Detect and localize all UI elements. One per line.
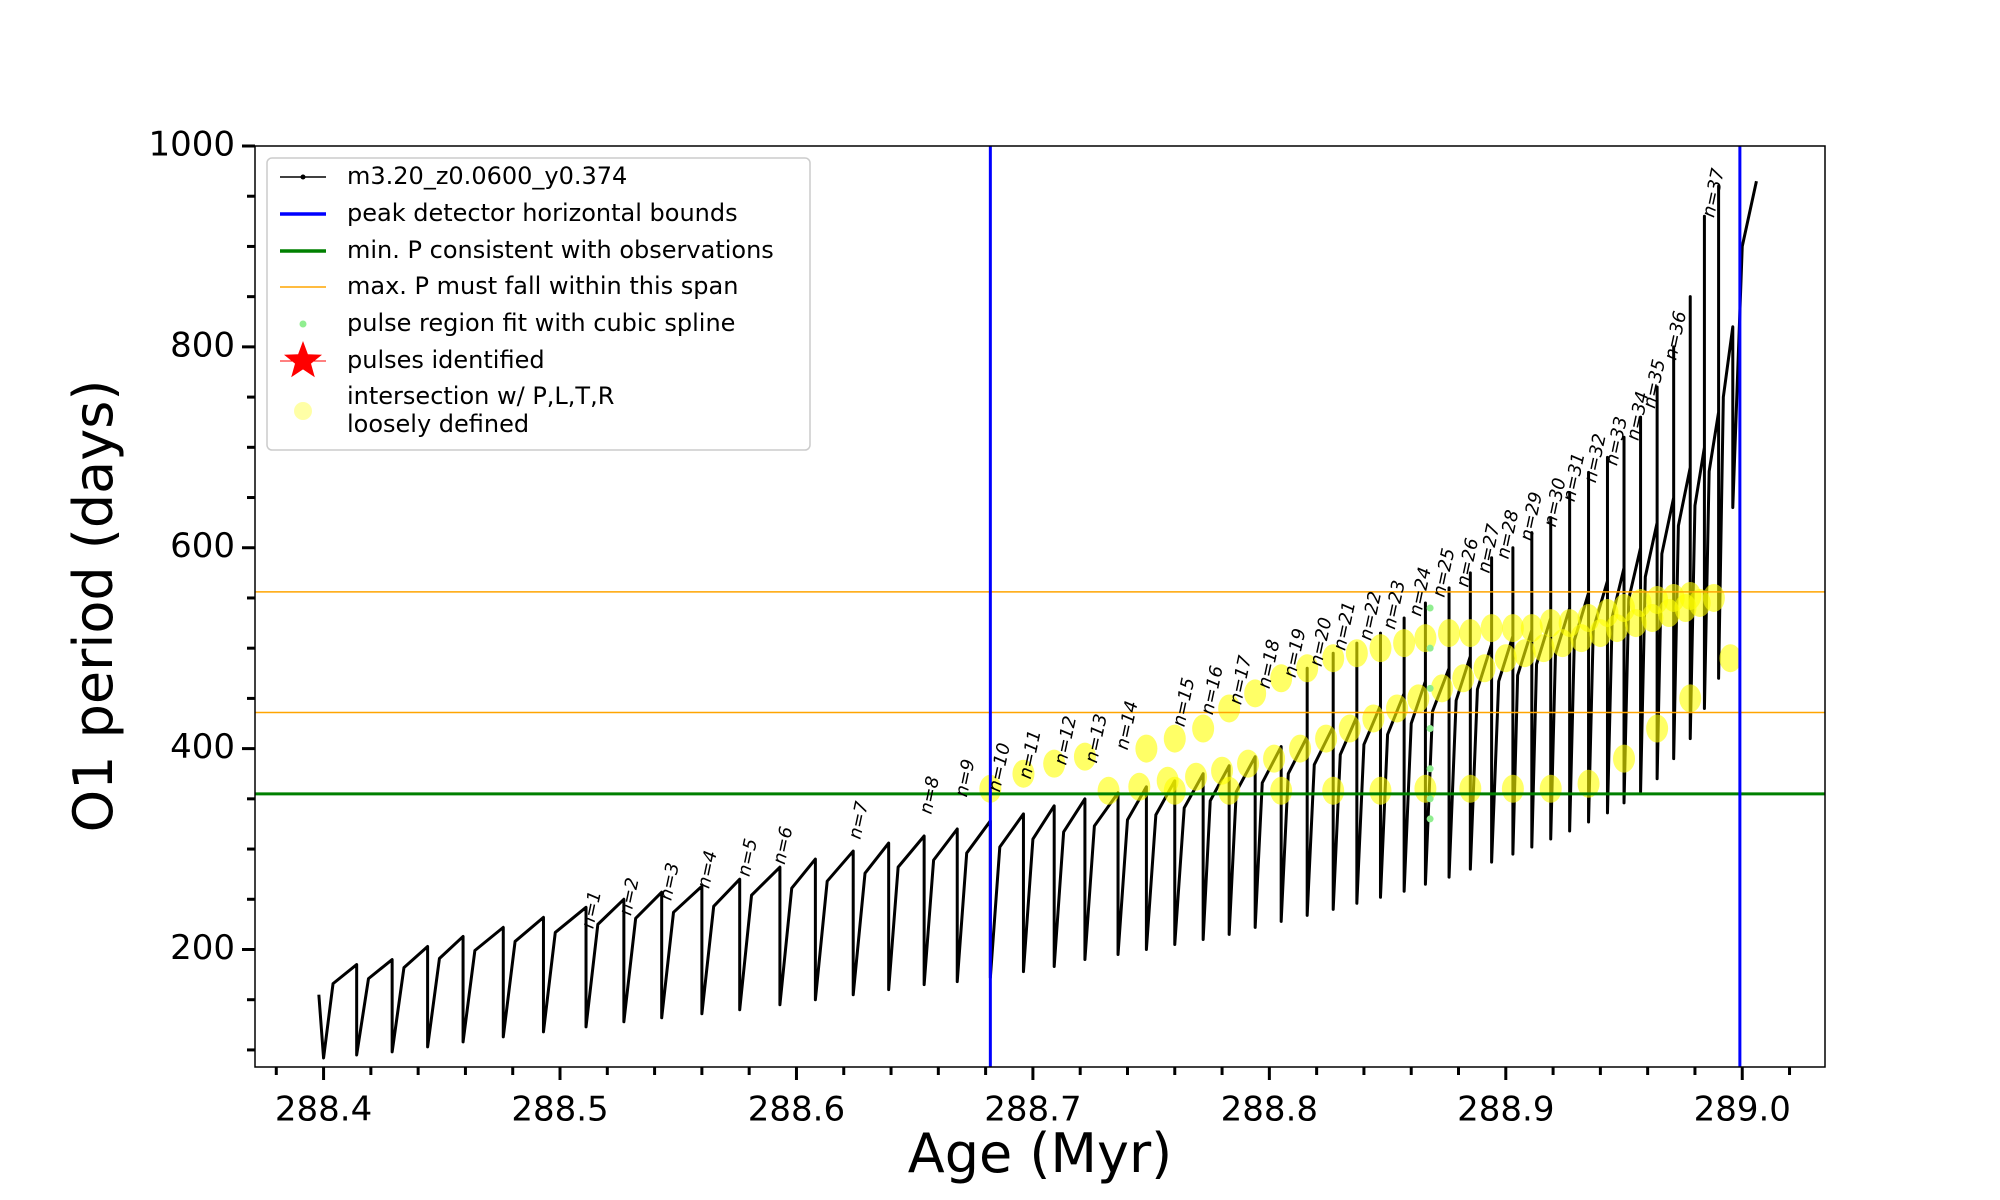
legend-label: intersection w/ P,L,T,R <box>347 382 614 410</box>
intersection-point <box>1322 776 1345 805</box>
spline-point <box>1426 765 1434 773</box>
legend-label: pulse region fit with cubic spline <box>347 309 735 337</box>
x-tick-label: 288.4 <box>275 1090 372 1130</box>
intersection-point <box>1322 644 1345 673</box>
legend-label: peak detector horizontal bounds <box>347 199 738 227</box>
intersection-point <box>1494 644 1517 673</box>
intersection-point <box>1501 614 1524 643</box>
x-tick-label: 288.8 <box>1221 1090 1318 1130</box>
intersection-point <box>1369 776 1392 805</box>
intersection-point <box>1459 619 1482 648</box>
intersection-point <box>1646 714 1669 743</box>
intersection-point <box>1438 619 1461 648</box>
intersection-point <box>1345 639 1368 668</box>
y-axis-title: O1 period (days) <box>62 380 125 833</box>
intersection-point <box>1702 583 1725 612</box>
legend-label: m3.20_z0.0600_y0.374 <box>347 162 627 190</box>
legend-label: loosely defined <box>347 410 529 438</box>
x-tick-label: 288.6 <box>748 1090 845 1130</box>
intersection-point <box>1135 734 1158 763</box>
intersection-point <box>1369 634 1392 663</box>
intersection-point <box>1577 769 1600 798</box>
intersection-point <box>1270 776 1293 805</box>
y-tick-label: 600 <box>170 526 235 566</box>
y-tick-label: 1000 <box>148 125 235 165</box>
y-tick-label: 800 <box>170 325 235 365</box>
x-tick-label: 288.7 <box>984 1090 1081 1130</box>
intersection-point <box>1163 776 1186 805</box>
y-tick-label: 200 <box>170 928 235 968</box>
intersection-point <box>1473 654 1496 683</box>
data-line <box>317 180 1758 1060</box>
intersection-point <box>1244 679 1267 708</box>
legend-label: pulses identified <box>347 346 545 374</box>
y-tick-label: 400 <box>170 727 235 767</box>
x-tick-label: 288.5 <box>511 1090 608 1130</box>
spline-point <box>1426 815 1434 823</box>
intersection-point <box>1218 776 1241 805</box>
intersection-point <box>1679 684 1702 713</box>
legend-swatch-dot <box>300 174 306 180</box>
intersection-point <box>1012 759 1035 788</box>
intersection-point <box>1128 772 1151 801</box>
intersection-point <box>1539 609 1562 638</box>
intersection-point <box>1043 749 1066 778</box>
legend-swatch <box>299 320 307 328</box>
intersection-point <box>1430 674 1453 703</box>
intersection-point <box>1270 664 1293 693</box>
intersection-point <box>1185 762 1208 791</box>
plot-frame <box>254 145 1826 1068</box>
intersection-point <box>1338 714 1361 743</box>
intersection-point <box>1719 644 1742 673</box>
intersection-point <box>1501 774 1524 803</box>
intersection-point <box>1192 714 1215 743</box>
intersection-point <box>1452 664 1475 693</box>
x-axis-title: Age (Myr) <box>908 1122 1173 1185</box>
intersection-point <box>1532 634 1555 663</box>
spline-point <box>1426 644 1434 652</box>
intersection-point <box>1097 776 1120 805</box>
legend-label: min. P consistent with observations <box>347 236 774 264</box>
intersection-point <box>1289 734 1312 763</box>
intersection-point <box>1218 694 1241 723</box>
intersection-point <box>1315 724 1338 753</box>
intersection-point <box>1073 742 1096 771</box>
intersection-point <box>1163 724 1186 753</box>
spline-point <box>1426 725 1434 733</box>
legend-box <box>266 157 811 451</box>
intersection-point <box>1407 684 1430 713</box>
intersection-point <box>1613 744 1636 773</box>
intersection-point <box>1263 744 1286 773</box>
intersection-point <box>1520 614 1543 643</box>
intersection-point <box>1237 749 1260 778</box>
intersection-point <box>1296 654 1319 683</box>
spline-point <box>1426 684 1434 692</box>
intersection-point <box>1362 704 1385 733</box>
intersection-point <box>1539 774 1562 803</box>
axes: 288.4 288.5 288.6 288.7 288.8 288.9 289.0 200 40… <box>148 125 1792 1130</box>
spline-point <box>1426 604 1434 612</box>
intersection-point <box>1393 629 1416 658</box>
spline-point <box>1426 795 1434 803</box>
intersection-point <box>1386 694 1409 723</box>
legend-swatch <box>294 402 312 420</box>
intersection-point <box>1513 639 1536 668</box>
x-tick-label: 289.0 <box>1694 1090 1791 1130</box>
intersection-point <box>1459 774 1482 803</box>
intersection-point <box>1480 614 1503 643</box>
x-tick-label: 288.9 <box>1457 1090 1554 1130</box>
legend-label: max. P must fall within this span <box>347 272 738 300</box>
legend-swatch <box>284 341 322 378</box>
